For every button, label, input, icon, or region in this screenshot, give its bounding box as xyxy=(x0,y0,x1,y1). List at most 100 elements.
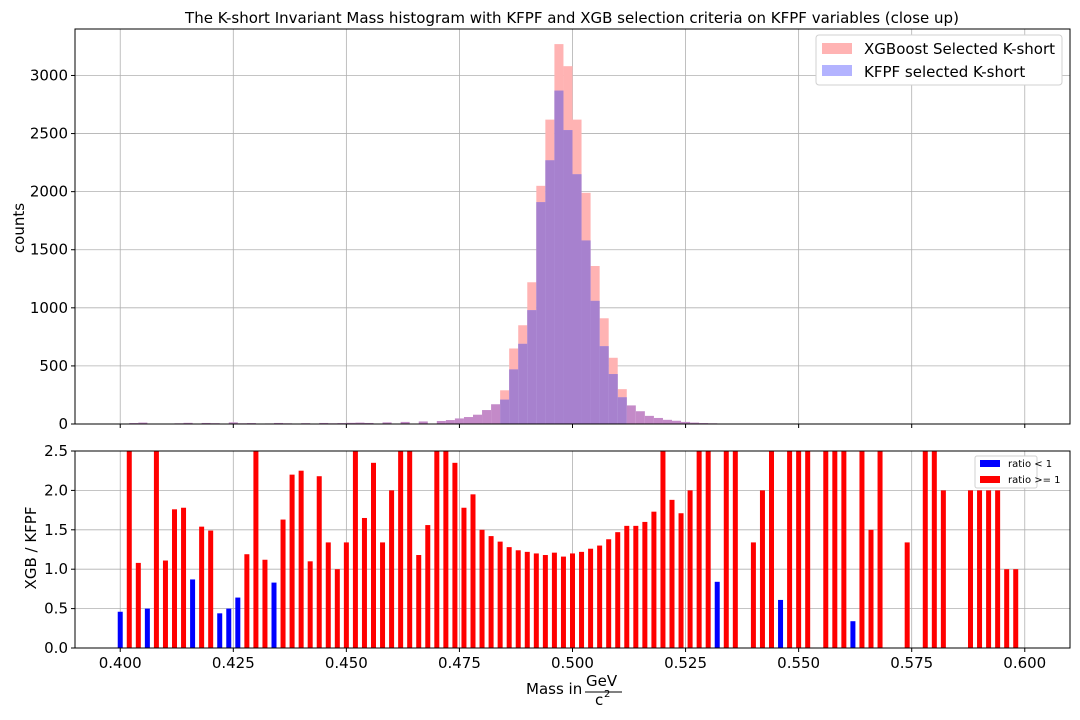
tail-hist-bar xyxy=(473,414,483,424)
ratio-bar-above-1 xyxy=(560,556,566,648)
ratio-bar-above-1 xyxy=(135,562,141,648)
ratio-bar-above-1 xyxy=(787,451,793,648)
ratio-bar-above-1 xyxy=(515,550,521,648)
tail-hist-bar xyxy=(662,419,672,424)
tail-hist-bar xyxy=(672,420,682,424)
ratio-bar-above-1 xyxy=(416,555,422,648)
bottom-x-tick-label: 0.550 xyxy=(777,654,820,672)
ratio-bar-above-1 xyxy=(859,451,865,648)
legend-xgb-label: XGBoost Selected K-short xyxy=(864,40,1055,58)
top-y-tick-label: 3000 xyxy=(30,66,68,84)
ratio-bar-above-1 xyxy=(678,513,684,648)
ratio-bar-above-1 xyxy=(877,451,883,648)
tail-hist-bar xyxy=(364,422,374,424)
overlap-hist-bar xyxy=(554,90,564,424)
bottom-x-axis-label: Mass in GeV c 2 xyxy=(526,672,622,709)
ratio-bar-above-1 xyxy=(687,490,693,648)
ratio-bar-above-1 xyxy=(759,490,765,648)
ratio-bar-above-1 xyxy=(841,451,847,648)
top-y-axis-label: counts xyxy=(10,203,28,253)
ratio-bar-below-1 xyxy=(271,582,277,648)
svg-text:GeV: GeV xyxy=(586,672,618,690)
tail-hist-bar xyxy=(418,421,428,424)
ratio-bar-above-1 xyxy=(244,554,250,648)
ratio-bar-above-1 xyxy=(380,542,386,648)
ratio-bar-above-1 xyxy=(343,542,349,648)
bottom-legend: ratio < 1 ratio >= 1 xyxy=(974,455,1061,489)
ratio-bar-above-1 xyxy=(479,529,485,648)
ratio-bar-above-1 xyxy=(325,542,331,648)
ratio-bar-below-1 xyxy=(190,579,196,648)
overlap-hist-bar xyxy=(599,346,609,424)
ratio-bar-above-1 xyxy=(732,451,738,648)
ratio-bar-below-1 xyxy=(226,608,232,648)
overlap-hist-bar xyxy=(590,300,600,424)
bottom-x-tick-label: 0.600 xyxy=(1003,654,1046,672)
top-y-tick-label: 1500 xyxy=(30,241,68,259)
ratio-bar-above-1 xyxy=(461,507,467,648)
ratio-bar-above-1 xyxy=(633,525,639,648)
ratio-bar-above-1 xyxy=(425,525,431,648)
ratio-bar-below-1 xyxy=(850,621,856,648)
tail-hist-bar xyxy=(436,420,446,424)
tail-hist-bar xyxy=(454,418,464,424)
ratio-bar-above-1 xyxy=(588,548,594,648)
overlap-hist-bar xyxy=(608,374,618,424)
overlap-hist-bar xyxy=(527,310,537,424)
overlap-hist-bar xyxy=(563,130,573,424)
ratio-bar-below-1 xyxy=(778,599,784,648)
ratio-bar-above-1 xyxy=(796,451,802,648)
ratio-bar-above-1 xyxy=(497,541,503,648)
legend-ratio-lt1-label: ratio < 1 xyxy=(1008,459,1052,470)
bottom-x-tick-label: 0.500 xyxy=(551,654,594,672)
tail-hist-bar xyxy=(644,415,654,424)
ratio-bar-above-1 xyxy=(615,532,621,648)
ratio-bar-below-1 xyxy=(714,581,720,648)
ratio-bar-above-1 xyxy=(208,530,214,648)
top-y-tick-label: 2000 xyxy=(30,183,68,201)
ratio-bar-above-1 xyxy=(371,462,376,648)
bottom-plot-frame xyxy=(74,450,1071,649)
overlap-hist-bar xyxy=(509,369,519,424)
top-histogram-panel: 0 500 1000 1500 2000 2500 3000 xyxy=(30,28,1071,433)
top-y-tick-label: 0 xyxy=(58,415,68,433)
bottom-x-tick-label: 0.475 xyxy=(438,654,481,672)
ratio-bar-above-1 xyxy=(940,490,946,648)
legend-ratio-ge1-swatch xyxy=(980,476,1000,483)
tail-hist-bar xyxy=(491,404,501,424)
bottom-y-tick-label: 2.0 xyxy=(44,481,68,499)
ratio-bar-above-1 xyxy=(1004,569,1010,648)
overlap-hist-bar xyxy=(572,174,582,424)
legend-ratio-lt1-swatch xyxy=(980,460,1000,467)
tail-hist-bar xyxy=(626,405,636,424)
tail-hist-bar xyxy=(653,417,663,424)
chart-title: The K-short Invariant Mass histogram wit… xyxy=(184,9,959,27)
overlap-hist-bar xyxy=(536,202,546,424)
ratio-bar-above-1 xyxy=(570,553,575,648)
top-y-tick-label: 1000 xyxy=(30,299,68,317)
tail-hist-bar xyxy=(482,410,492,424)
ratio-bar-above-1 xyxy=(579,551,585,648)
overlap-hist-bar xyxy=(581,240,591,424)
ratio-bar-below-1 xyxy=(117,611,123,648)
tail-hist-bar xyxy=(346,422,356,424)
bottom-x-tick-label: 0.450 xyxy=(325,654,368,672)
ratio-bar-above-1 xyxy=(624,525,630,648)
tail-hist-bar xyxy=(319,422,329,424)
ratio-bar-above-1 xyxy=(262,559,268,648)
tail-hist-bar xyxy=(690,422,700,424)
ratio-bar-above-1 xyxy=(868,529,874,648)
ratio-bar-above-1 xyxy=(506,547,512,648)
top-y-tick-label: 500 xyxy=(39,357,68,375)
ratio-bar-above-1 xyxy=(334,569,340,648)
ratio-bar-above-1 xyxy=(769,451,774,648)
ratio-bar-above-1 xyxy=(443,451,449,648)
tail-hist-bar xyxy=(183,422,193,424)
tail-hist-bar xyxy=(463,417,473,424)
legend-kfpf-label: KFPF selected K-short xyxy=(864,63,1025,81)
ratio-bar-above-1 xyxy=(823,451,829,648)
svg-text:c: c xyxy=(595,691,603,709)
bottom-x-tick-label: 0.525 xyxy=(664,654,707,672)
svg-text:Mass in: Mass in xyxy=(526,680,582,698)
